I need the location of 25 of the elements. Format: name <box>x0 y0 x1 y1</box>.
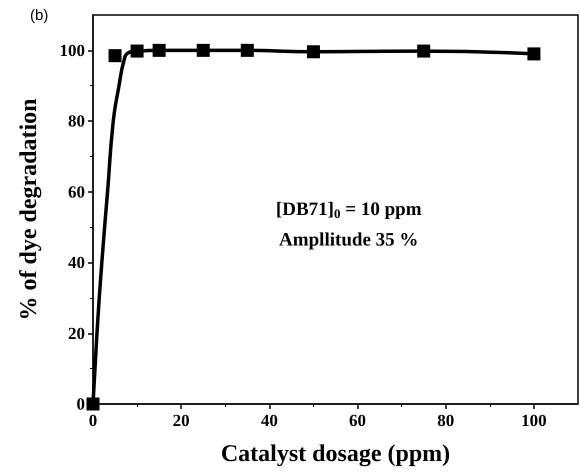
x-tick-label: 40 <box>260 411 278 430</box>
y-axis-title: % of dye degradation <box>16 98 42 320</box>
x-tick-label: 60 <box>349 411 366 430</box>
y-tick-label: 0 <box>76 394 85 414</box>
y-tick-label: 20 <box>68 324 85 343</box>
point <box>417 44 430 58</box>
point <box>108 49 122 62</box>
x-tick-label: 20 <box>172 411 190 430</box>
point <box>86 398 100 410</box>
point <box>527 47 540 60</box>
y-tick-label: 100 <box>60 40 85 60</box>
x-tick-label: 100 <box>521 411 547 430</box>
point <box>152 44 166 57</box>
point <box>240 44 254 57</box>
x-tick-label: 0 <box>88 411 98 430</box>
text: (b) <box>30 7 48 24</box>
point <box>196 44 210 57</box>
annotation: Ampllitude 35 % <box>279 230 418 251</box>
point <box>130 44 144 58</box>
y-tick-label: 40 <box>68 253 85 272</box>
x-tick-label: 80 <box>437 411 454 430</box>
point <box>306 45 320 58</box>
x-axis-title: Catalyst dosage (ppm) <box>220 441 450 467</box>
y-tick-label: 80 <box>68 112 85 131</box>
y-tick-label: 60 <box>68 182 85 202</box>
